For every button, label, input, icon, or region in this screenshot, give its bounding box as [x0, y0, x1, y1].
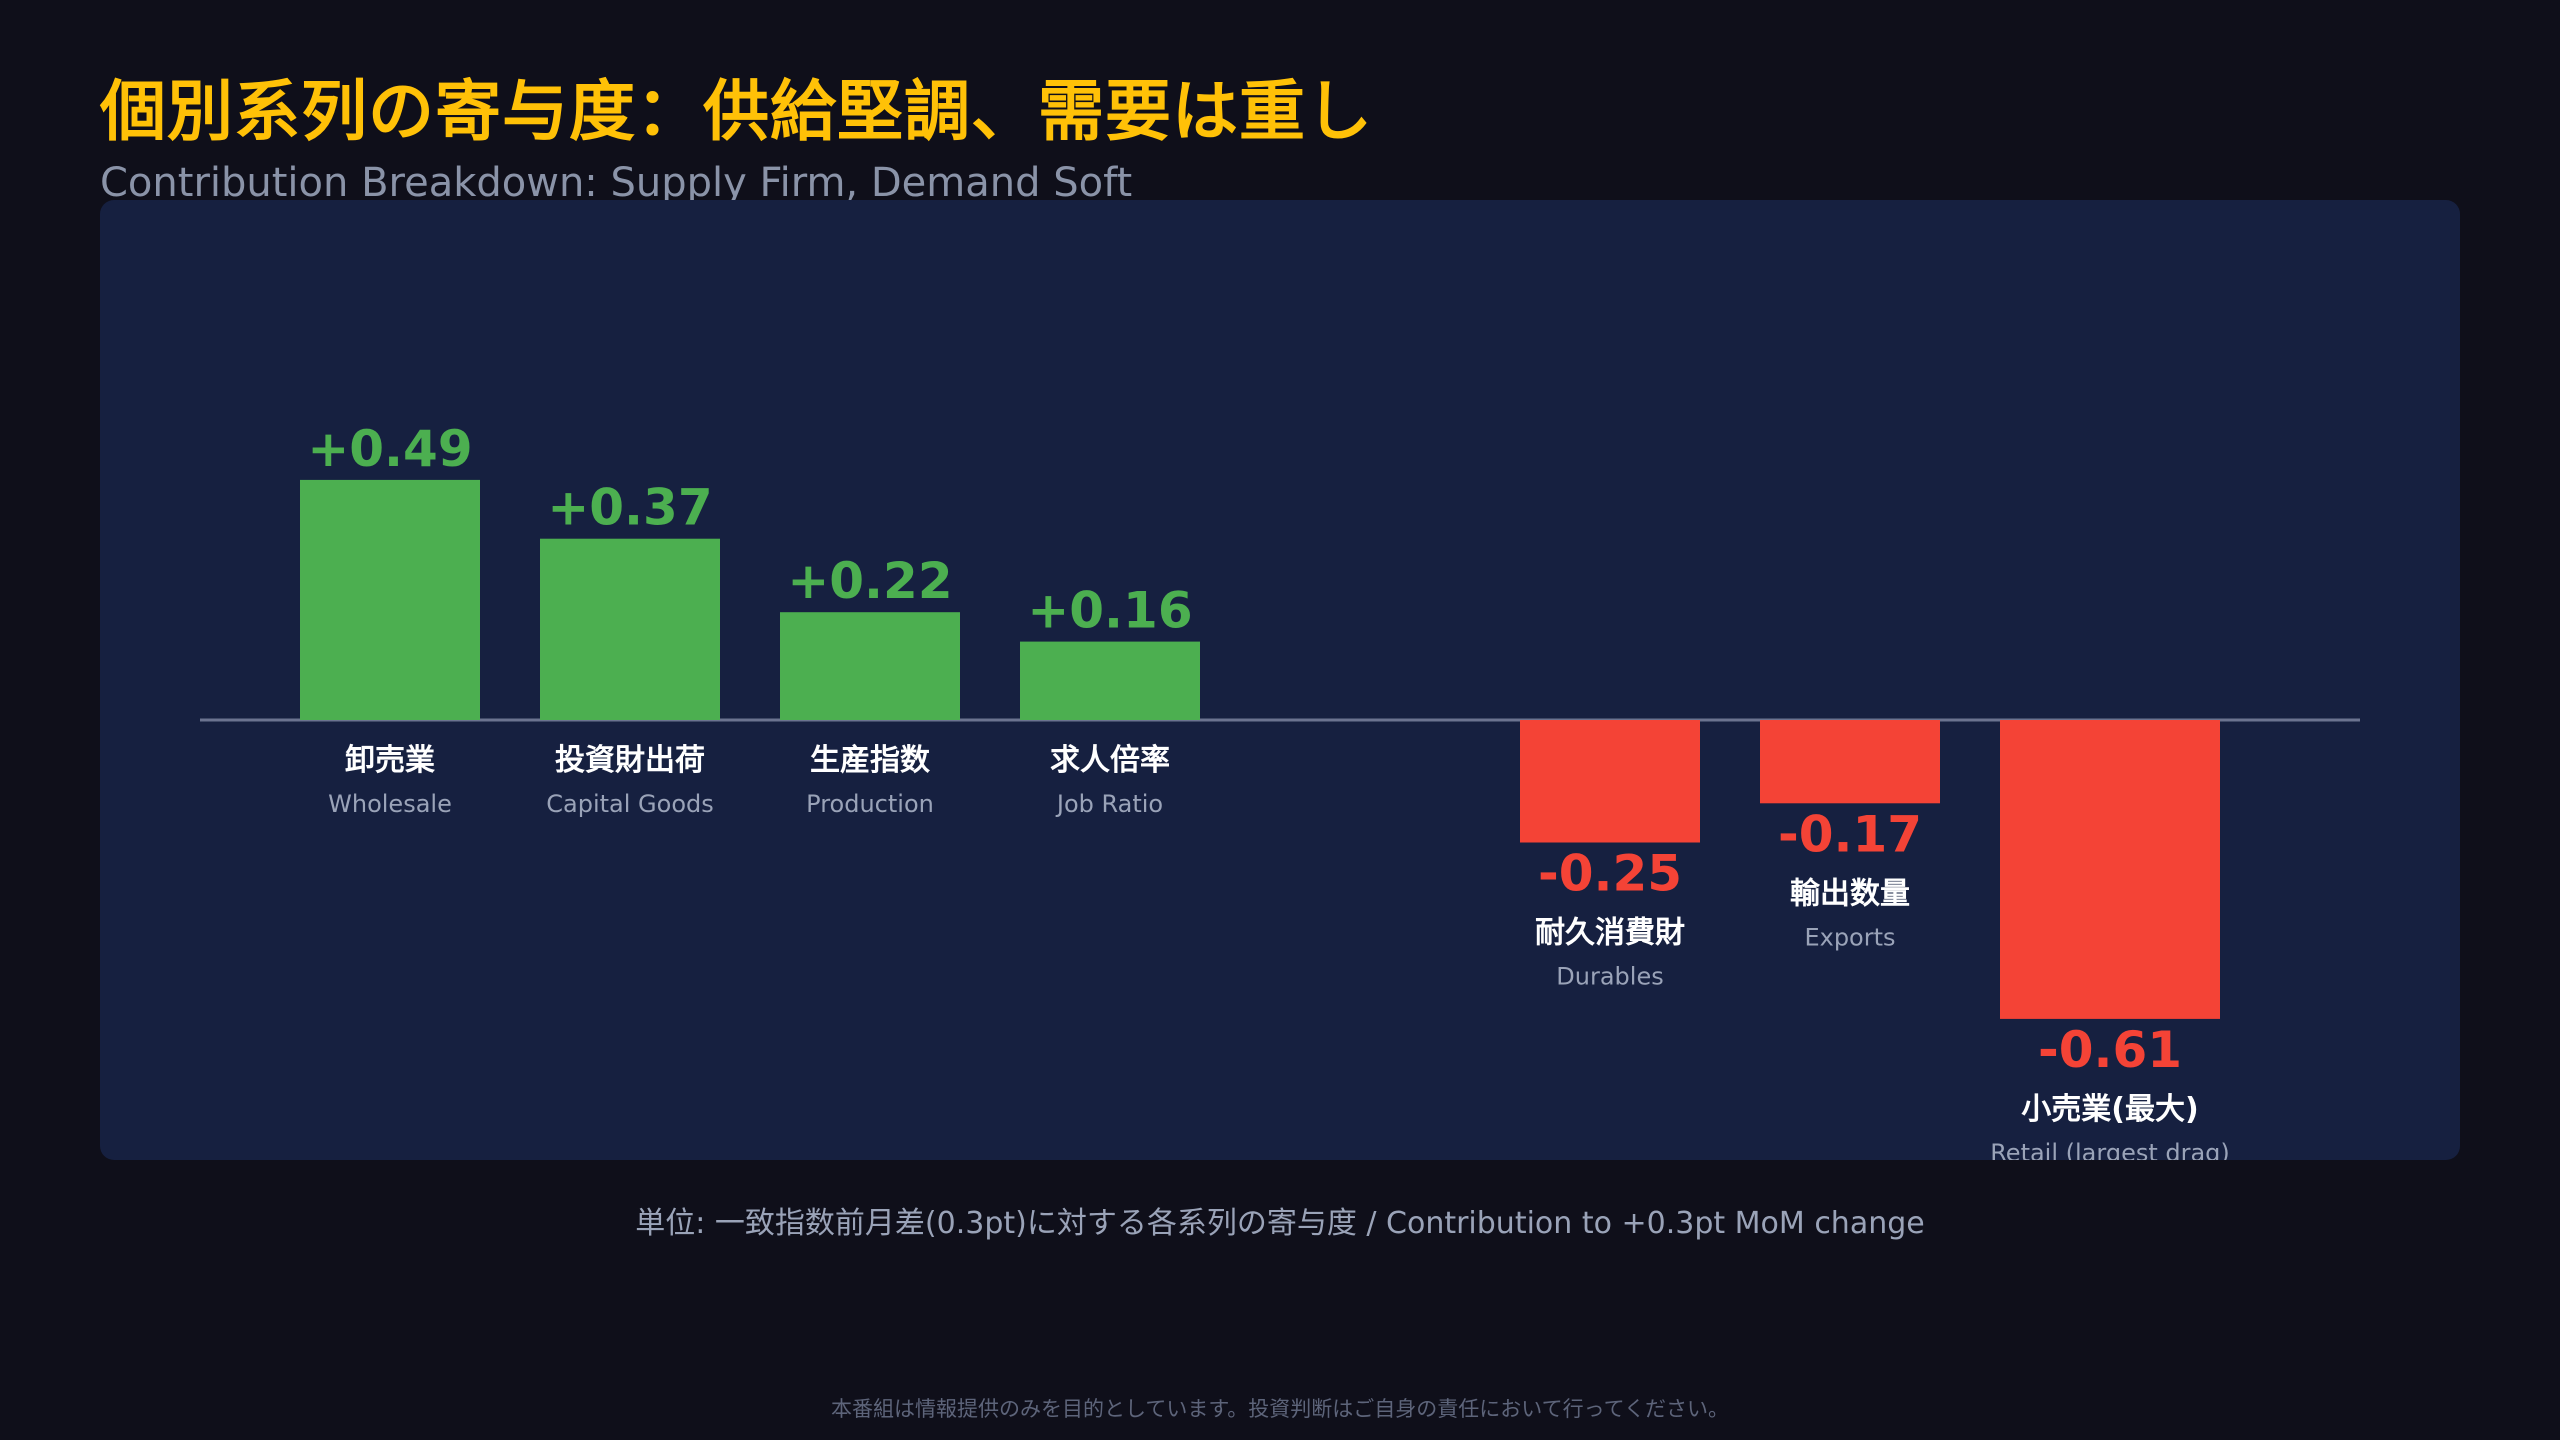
bar-3 [780, 612, 960, 720]
chart-panel: +0.49 卸売業 Wholesale +0.37 投資財出荷 Capital Goods… [100, 200, 2460, 1160]
page-subtitle: Contribution Breakdown: Supply Firm, Dem… [100, 160, 1133, 206]
category-label: 卸売業 [345, 743, 435, 778]
category-label: 生産指数 [810, 743, 931, 778]
page-title: 個別系列の寄与度：供給堅調、需要は重し [100, 73, 1373, 150]
bar-7 [2000, 720, 2220, 1019]
bar-2 [540, 538, 720, 720]
category-label-en: Production [806, 790, 934, 818]
bar-4 [1020, 641, 1200, 720]
category-label-en: Exports [1804, 923, 1895, 951]
value-label: +0.37 [547, 479, 712, 537]
unit-note: 単位: 一致指数前月差(0.3pt)に対する各系列の寄与度 / Contribu… [635, 1206, 1925, 1241]
category-label: 投資財出荷 [555, 743, 705, 778]
bar-6 [1760, 720, 1940, 804]
contribution-bar-chart: +0.49 卸売業 Wholesale +0.37 投資財出荷 Capital Goods… [200, 420, 2360, 1160]
value-label: +0.49 [307, 420, 472, 478]
value-label: -0.17 [1778, 805, 1922, 863]
category-label-en: Job Ratio [1055, 790, 1163, 818]
value-label: +0.22 [787, 552, 952, 610]
value-label: -0.61 [2038, 1021, 2182, 1079]
category-label-en: Durables [1556, 963, 1663, 991]
category-label: 小売業(最大) [2021, 1092, 2198, 1127]
category-label: 輸出数量 [1790, 876, 1910, 911]
category-label-en: Capital Goods [546, 790, 713, 818]
value-label: -0.25 [1538, 845, 1682, 903]
disclaimer: 本番組は情報提供のみを目的としています。投資判断はご自身の責任において行ってくだ… [831, 1397, 1729, 1421]
value-label: +0.16 [1027, 582, 1192, 640]
category-label: 耐久消費財 [1535, 916, 1685, 951]
category-label-en: Retail (largest drag) [1990, 1139, 2230, 1160]
category-label: 求人倍率 [1050, 743, 1170, 778]
bar-1 [300, 479, 480, 720]
bar-5 [1520, 720, 1700, 843]
category-label-en: Wholesale [328, 790, 452, 818]
